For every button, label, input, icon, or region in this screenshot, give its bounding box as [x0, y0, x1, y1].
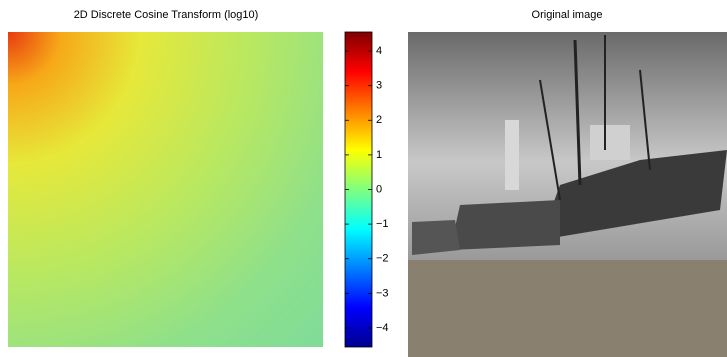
colorbar-tick-label: −3	[376, 287, 389, 299]
right-title: Original image	[532, 9, 603, 21]
colorbar-tick-label: −1	[376, 218, 389, 230]
dct-image	[8, 32, 323, 347]
left-title: 2D Discrete Cosine Transform (log10)	[74, 9, 259, 21]
colorbar-tick-label: −2	[376, 253, 389, 265]
colorbar-tick-label: 3	[376, 80, 382, 92]
colorbar-tick-label: 4	[376, 45, 382, 57]
colorbar-tick-label: 1	[376, 149, 382, 161]
colorbar-tick-label: −4	[376, 322, 389, 334]
colorbar-tick-label: 0	[376, 183, 382, 195]
colorbar-tick-label: 2	[376, 114, 382, 126]
colorbar	[344, 31, 373, 348]
original-image	[408, 32, 727, 357]
